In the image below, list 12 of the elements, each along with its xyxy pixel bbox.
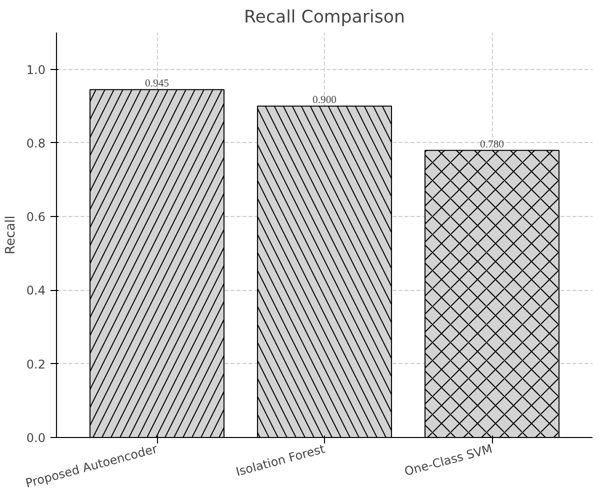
y-tick-label: 0.6 <box>26 210 46 224</box>
data-label: 0.945 <box>145 78 169 90</box>
data-label: 0.900 <box>312 95 336 106</box>
y-tick-label: 0.4 <box>26 284 46 298</box>
y-tick-label: 0.0 <box>26 431 46 445</box>
y-tick-label: 0.2 <box>26 357 46 372</box>
x-tick-label: Isolation Forest <box>234 442 327 479</box>
y-axis-title: Recall <box>3 216 18 254</box>
y-tick-label: 1.0 <box>26 62 46 77</box>
chart-title: Recall Comparison <box>244 8 405 28</box>
y-tick-label: 0.8 <box>26 136 46 150</box>
data-label: 0.780 <box>480 139 504 150</box>
